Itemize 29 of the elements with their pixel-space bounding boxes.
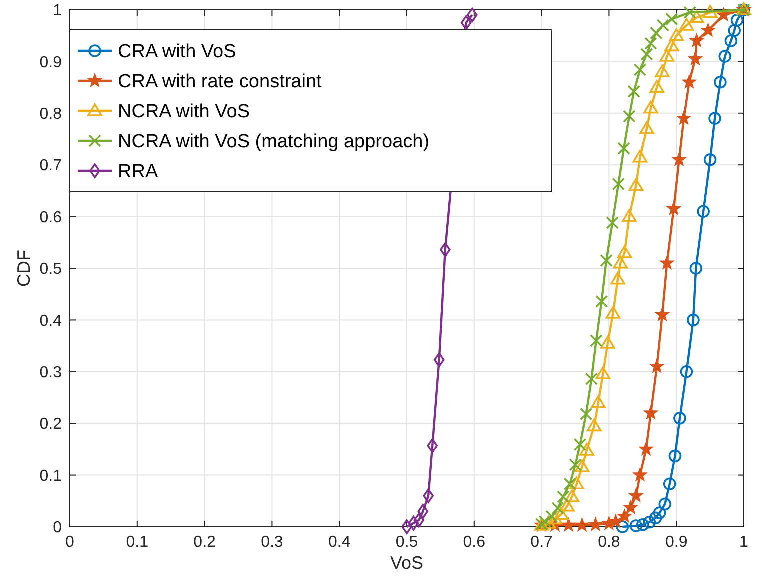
y-tick-label: 0.2 <box>40 416 62 434</box>
x-tick-label: 0.6 <box>463 534 486 551</box>
y-tick-label: 0.3 <box>40 364 62 382</box>
legend-label: NCRA with VoS (matching approach) <box>118 132 430 153</box>
x-tick-label: 0.8 <box>598 534 620 551</box>
y-tick-label: 0.4 <box>40 312 62 330</box>
legend-label: CRA with rate constraint <box>118 72 323 93</box>
y-tick-label: 0.1 <box>40 468 62 485</box>
y-tick-label: 0.6 <box>40 209 62 226</box>
x-tick-label: 0.2 <box>194 534 216 551</box>
y-tick-label: 0.7 <box>40 158 62 175</box>
y-tick-label: 0.5 <box>40 261 62 278</box>
legend-label: RRA <box>118 162 158 183</box>
legend-label: NCRA with VoS <box>118 102 250 123</box>
y-tick-label: 0.8 <box>40 106 62 123</box>
x-tick-label: 0.4 <box>328 534 351 551</box>
x-axis-title: VoS <box>390 553 424 573</box>
x-tick-label: 0.1 <box>126 534 149 551</box>
legend-label: CRA with VoS <box>118 42 236 63</box>
x-tick-label: 1 <box>740 534 749 551</box>
x-tick-label: 0.7 <box>530 534 554 551</box>
y-tick-label: 0.9 <box>40 54 62 72</box>
x-tick-label: 0.5 <box>396 534 418 551</box>
y-tick-label: 1 <box>53 2 62 20</box>
x-tick-label: 0.3 <box>261 534 284 551</box>
x-tick-label: 0.9 <box>665 534 688 551</box>
y-axis-title: CDF <box>14 250 34 287</box>
y-tick-label: 0 <box>53 520 62 537</box>
x-tick-label: 0 <box>66 534 75 551</box>
